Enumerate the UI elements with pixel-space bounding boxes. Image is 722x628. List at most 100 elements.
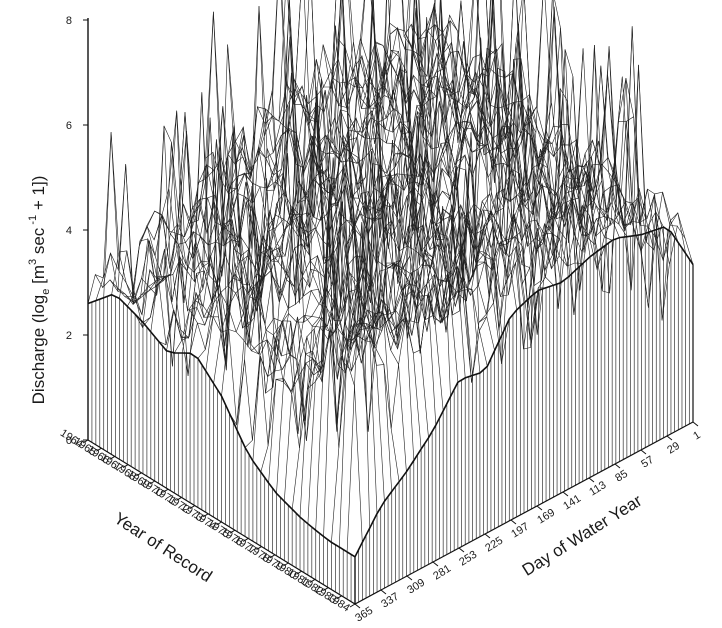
year-tick-mark: [256, 546, 262, 551]
mesh-line-day: [322, 44, 591, 257]
mesh-line-day: [234, 36, 503, 339]
z-axis-label-sub: e: [40, 289, 52, 295]
year-axis-ticks: 1964196519661967196819691970197119721973…: [58, 427, 356, 615]
surface-walls: [87, 227, 694, 604]
mesh-line-day: [352, 0, 620, 238]
z-axis-label-main: Discharge (log: [29, 295, 48, 405]
z-axis-ticks: 0 2 4 6 8: [66, 15, 88, 447]
year-tick-mark: [282, 562, 289, 567]
year-tick-mark: [189, 505, 196, 510]
year-tick-mark: [136, 472, 142, 477]
day-tick-label: 197: [509, 521, 531, 541]
day-tick-mark: [432, 561, 439, 567]
mesh-line-day: [264, 40, 532, 350]
day-tick-mark: [484, 533, 491, 539]
day-tick-label: 113: [587, 479, 608, 498]
day-tick-label: 85: [613, 468, 630, 485]
year-tick-mark: [309, 578, 316, 583]
z-axis-label-sec: sec: [29, 227, 48, 259]
z-axis-label-unit: [m: [29, 265, 48, 289]
mesh-line-day: [425, 0, 694, 265]
mesh-line-day: [381, 27, 650, 294]
mesh-line-day: [205, 11, 473, 376]
mesh-line-day: [95, 132, 363, 543]
mesh-line-day: [411, 0, 679, 291]
day-tick-mark: [588, 477, 595, 483]
z-axis-label: Discharge (loge [m3 sec -1 + 1]): [27, 176, 52, 405]
day-tick-mark: [406, 575, 413, 581]
day-tick-mark: [458, 547, 465, 553]
day-tick-label: 29: [665, 440, 682, 457]
day-tick-mark: [380, 589, 387, 595]
left-profile-edge: [87, 293, 356, 558]
mesh-line-day: [278, 0, 547, 341]
year-tick-mark: [162, 488, 169, 493]
year-tick-mark: [122, 464, 129, 469]
day-tick-label: 365: [353, 605, 375, 625]
year-tick-mark: [96, 447, 102, 452]
surface-mesh: [87, 0, 694, 558]
day-tick-mark: [692, 421, 699, 427]
year-tick-mark: [149, 480, 156, 485]
day-tick-mark: [614, 463, 621, 469]
mesh-line-day: [403, 29, 672, 262]
year-tick-mark: [269, 554, 276, 559]
mesh-line-day: [315, 0, 583, 309]
mesh-line-day: [418, 0, 686, 321]
mesh-line-day: [161, 112, 429, 438]
mesh-line-day: [366, 0, 635, 246]
z-axis-label-sup2: -1: [27, 215, 39, 228]
day-tick-mark: [640, 449, 647, 455]
mesh-line-day: [109, 147, 378, 514]
year-tick-mark: [216, 521, 222, 526]
day-tick-mark: [354, 603, 361, 609]
day-tick-label: 141: [561, 493, 583, 513]
y-axis-label: Day of Water Year: [519, 491, 646, 580]
z-tick-label: 8: [66, 15, 72, 27]
year-tick-mark: [323, 587, 329, 592]
z-tick-label: 4: [66, 225, 72, 237]
mesh-line-day: [190, 90, 459, 383]
year-tick-mark: [229, 529, 236, 534]
mesh-line-day: [344, 8, 613, 281]
year-tick-mark: [176, 496, 182, 501]
mesh-line-day: [293, 59, 561, 335]
mesh-line-day: [117, 178, 385, 502]
day-tick-label: 57: [639, 454, 656, 471]
year-tick-mark: [296, 570, 302, 575]
z-tick-label: 0: [66, 435, 72, 447]
year-tick-mark: [349, 603, 356, 608]
z-axis-label-sup1: 3: [27, 259, 39, 265]
day-tick-mark: [510, 519, 517, 525]
year-tick-mark: [242, 537, 249, 542]
year-tick-label: 1984: [325, 591, 352, 614]
day-tick-mark: [666, 435, 673, 441]
mesh-line-day: [359, 0, 628, 291]
day-tick-label: 225: [483, 535, 505, 555]
day-tick-mark: [562, 491, 569, 497]
mesh-line-day: [212, 72, 481, 374]
year-tick-mark: [109, 455, 115, 460]
year-tick-mark: [336, 595, 342, 600]
day-tick-label: 1: [691, 429, 703, 442]
year-tick-mark: [82, 439, 89, 444]
day-tick-label: 337: [379, 591, 401, 611]
day-tick-label: 309: [405, 577, 427, 597]
mesh-line-day: [337, 0, 606, 286]
z-axis-label-end: + 1]): [29, 176, 48, 215]
front-profile-edge: [354, 226, 694, 558]
z-tick-label: 2: [66, 330, 72, 342]
mesh-line-day: [402, 0, 664, 228]
day-tick-mark: [536, 505, 543, 511]
mesh-line-day: [227, 6, 495, 351]
mesh-line-day: [242, 0, 510, 364]
mesh-line-day: [153, 153, 422, 450]
day-tick-label: 169: [535, 507, 557, 527]
mesh-line-day: [300, 0, 569, 287]
mesh-line-year: [221, 0, 560, 397]
z-tick-label: 6: [66, 120, 72, 132]
day-tick-label: 253: [457, 549, 479, 569]
day-tick-label: 281: [431, 563, 453, 583]
year-tick-mark: [202, 513, 209, 518]
